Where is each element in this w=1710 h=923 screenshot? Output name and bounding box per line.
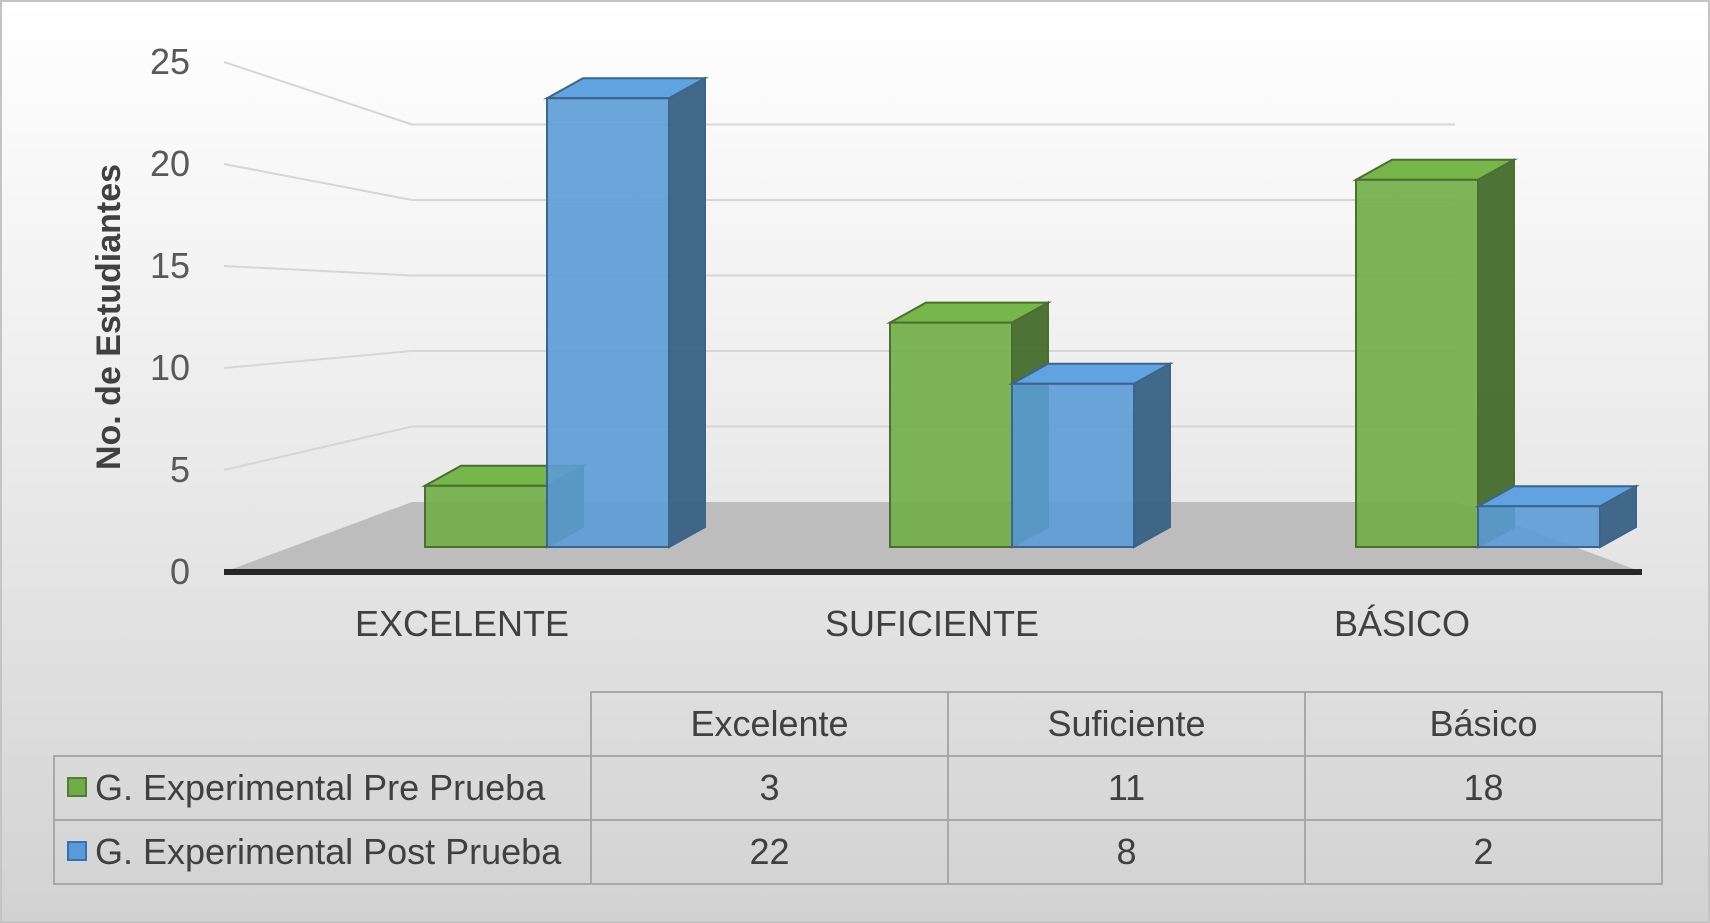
y-tick-label: 20	[150, 143, 190, 184]
bar-post	[543, 76, 709, 549]
y-tick-label: 10	[150, 347, 190, 388]
chart-data-table: Excelente Suficiente Básico G. Experimen…	[53, 691, 1663, 885]
table-row: G. Experimental Pre Prueba 3 11 18	[53, 755, 1663, 821]
legend-entry-post: G. Experimental Post Prueba	[53, 819, 592, 885]
bar-pre	[1352, 158, 1518, 549]
bar-front-face	[889, 321, 1013, 548]
bar-post	[1008, 362, 1174, 549]
table-header-row: Excelente Suficiente Básico	[54, 691, 1663, 757]
gridline	[223, 163, 1455, 201]
y-tick-label: 15	[150, 245, 190, 286]
legend-key-post	[67, 841, 87, 862]
gridline	[223, 350, 1455, 369]
y-axis-title: No. de Estudiantes	[90, 164, 128, 470]
bar-front-face	[1011, 382, 1135, 548]
bar-post	[1474, 484, 1640, 549]
table-header-suficiente: Suficiente	[947, 691, 1306, 757]
bar-front-face	[546, 97, 670, 548]
bar-front-face	[1477, 505, 1601, 549]
y-tick-label: 5	[170, 449, 190, 490]
legend-label-pre: G. Experimental Pre Prueba	[95, 767, 546, 808]
y-tick-label: 0	[170, 551, 190, 592]
x-tick-label: EXCELENTE	[355, 603, 569, 644]
table-header-basico: Básico	[1304, 691, 1663, 757]
table-cell: 2	[1304, 819, 1663, 885]
bar-side-face	[1133, 362, 1171, 549]
gridline	[223, 61, 1455, 126]
bar-side-face	[668, 76, 706, 549]
chart-plot-area: 0 5 10 15 20 25 No. de Estudiantes EXCELENTE SUF…	[90, 41, 1642, 644]
x-tick-label: SUFICIENTE	[825, 603, 1039, 644]
gridline	[223, 265, 1455, 277]
legend-entry-pre: G. Experimental Pre Prueba	[53, 755, 592, 821]
y-tick-label: 25	[150, 41, 190, 82]
table-cell: 8	[947, 819, 1306, 885]
table-cell: 3	[590, 755, 949, 821]
legend-label-post: G. Experimental Post Prueba	[95, 831, 562, 872]
table-corner	[54, 692, 592, 757]
table-row: G. Experimental Post Prueba 22 8 2	[53, 819, 1663, 885]
table-cell: 11	[947, 755, 1306, 821]
bar-front-face	[424, 484, 548, 548]
table-cell: 18	[1304, 755, 1663, 821]
legend-key-pre	[67, 777, 87, 798]
gridline	[223, 425, 1455, 471]
bar-front-face	[1355, 178, 1479, 549]
table-header-excelente: Excelente	[590, 691, 949, 757]
table-cell: 22	[590, 819, 949, 885]
x-tick-label: BÁSICO	[1334, 603, 1470, 644]
